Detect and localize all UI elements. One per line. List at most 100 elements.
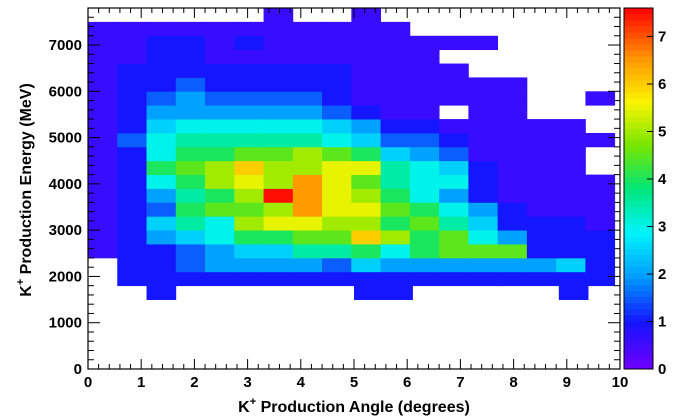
heatmap-cell [380, 216, 411, 231]
colorbar-band [624, 80, 653, 87]
heatmap-cell [439, 257, 469, 273]
y-tick-label: 1000 [49, 315, 82, 332]
colorbar-band [624, 302, 653, 310]
heatmap-cell [146, 21, 177, 37]
heatmap-cell [409, 188, 440, 203]
x-tick-label: 9 [563, 374, 571, 391]
colorbar-tick-label: 7 [658, 29, 666, 46]
heatmap-cell [117, 91, 147, 106]
heatmap-cell [117, 188, 147, 203]
heatmap-cell [468, 119, 499, 134]
heatmap-cell [146, 216, 177, 231]
heatmap-cell [322, 257, 352, 273]
heatmap-cell [468, 160, 499, 176]
colorbar-band [624, 134, 653, 141]
heatmap-cell [234, 230, 264, 245]
heatmap-cell [351, 49, 381, 64]
heatmap-cell [205, 271, 235, 287]
heatmap-cell [263, 119, 294, 134]
heatmap-cell [322, 77, 352, 92]
heatmap-cell [146, 271, 177, 287]
heatmap-cell [292, 257, 323, 273]
heatmap-cell [497, 188, 528, 203]
y-axis-title: K+ Production Energy (MeV) [15, 83, 35, 297]
colorbar-band [624, 332, 653, 340]
heatmap-cell [117, 49, 147, 64]
heatmap-cell [292, 160, 323, 176]
heatmap-cell [88, 174, 118, 189]
heatmap-cell [380, 21, 411, 37]
colorbar-band [624, 212, 653, 219]
colorbar-band [624, 200, 653, 207]
heatmap-cell [117, 63, 147, 78]
heatmap-cell [263, 202, 294, 217]
heatmap-cell [292, 35, 323, 51]
heatmap-cell [468, 216, 499, 231]
heatmap-cell [380, 188, 411, 203]
heatmap-cell [263, 132, 294, 148]
heatmap-cell [263, 188, 294, 203]
heatmap-cell [322, 132, 352, 148]
heatmap-cell [409, 77, 440, 92]
heatmap-cell [468, 105, 499, 120]
colorbar-band [624, 188, 653, 195]
heatmap-cell [88, 77, 118, 92]
heatmap-cell [468, 132, 499, 148]
heatmap-cell [409, 105, 440, 120]
heatmap-cell [88, 216, 118, 231]
heatmap-cell [146, 35, 177, 51]
heatmap-cell [322, 91, 352, 106]
heatmap-cell [175, 160, 206, 176]
heatmap-cell [380, 244, 411, 259]
y-tick-label: 0 [74, 361, 82, 378]
heatmap-cell [351, 35, 381, 51]
heatmap-cell [88, 230, 118, 245]
heatmap-cell [497, 230, 528, 245]
heatmap-cell [439, 174, 469, 189]
heatmap-cell [585, 174, 616, 189]
heatmap-cell [585, 216, 616, 231]
heatmap-cell [322, 105, 352, 120]
heatmap-cell [175, 35, 206, 51]
colorbar-tick-label: 1 [658, 314, 666, 331]
heatmap-cell [205, 91, 235, 106]
heatmap-cell [263, 77, 294, 92]
colorbar-band [624, 290, 653, 298]
heatmap-cell [146, 91, 177, 106]
heatmap-cell [409, 119, 440, 134]
heatmap-cell [292, 202, 323, 217]
x-tick-label: 1 [137, 374, 145, 391]
heatmap-cell [175, 77, 206, 92]
heatmap-cell [526, 146, 557, 162]
heatmap-cell [234, 49, 264, 64]
colorbar-band [624, 278, 653, 286]
heatmap-cell [234, 188, 264, 203]
heatmap-cell [585, 91, 616, 106]
heatmap-cell [292, 188, 323, 203]
heatmap-cell [88, 35, 118, 51]
heatmap-cell [585, 271, 616, 287]
colorbar-band [624, 92, 653, 99]
colorbar-band [624, 362, 653, 370]
colorbar-band [624, 254, 653, 262]
heatmap-cell [322, 146, 352, 162]
heatmap-cell [117, 230, 147, 245]
heatmap-cell [175, 244, 206, 259]
heatmap-cell [175, 271, 206, 287]
colorbar-tick-label: 0 [658, 361, 666, 378]
heatmap-cell [351, 119, 381, 134]
y-tick-label: 2000 [49, 268, 82, 285]
heatmap-cell [117, 21, 147, 37]
heatmap-cell [146, 146, 177, 162]
heatmap-cell [234, 146, 264, 162]
heatmap-cell [205, 35, 235, 51]
heatmap-cell [175, 146, 206, 162]
colorbar-band [624, 32, 653, 39]
heatmap-cell [409, 146, 440, 162]
heatmap-cell [351, 8, 381, 23]
heatmap-cell [439, 63, 469, 78]
heatmap-cell [205, 174, 235, 189]
heatmap-cell [585, 188, 616, 203]
heatmap-cell [322, 63, 352, 78]
heatmap-cell [351, 77, 381, 92]
